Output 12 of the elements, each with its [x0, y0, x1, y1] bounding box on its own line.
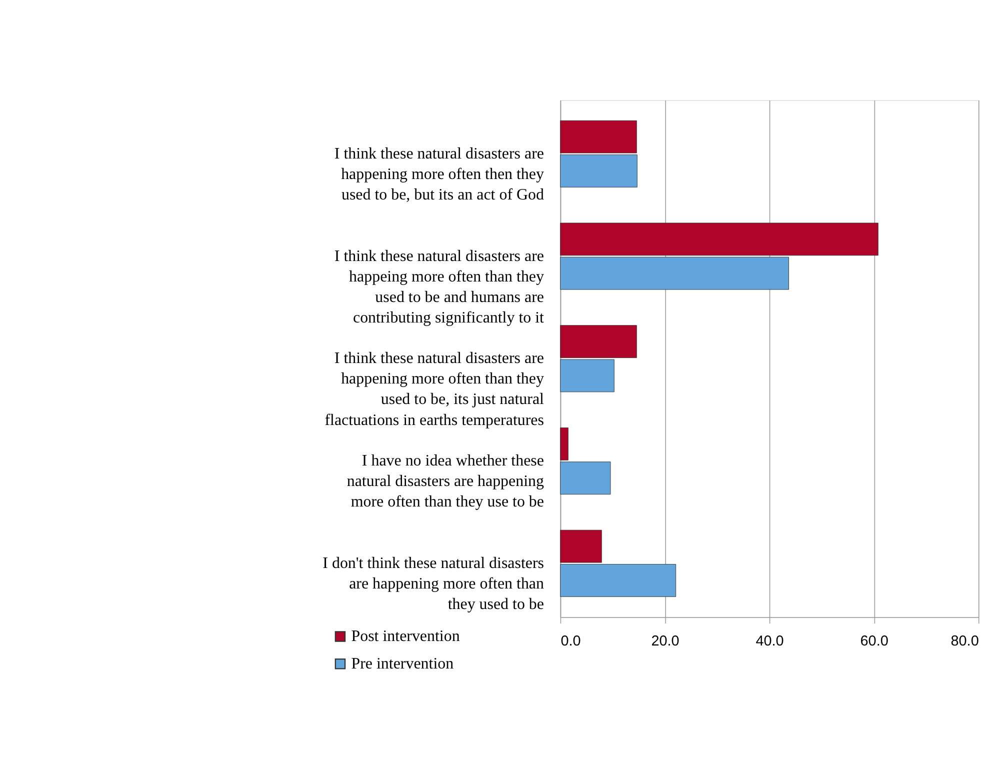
y-tick-label: I think these natural disasters are happening more often then they used to be, but its an act of God	[334, 145, 544, 204]
y-tick-label: I think these natural disasters are happening more often than they used to be, its just natural flactuations in earths temperatures	[324, 350, 545, 429]
x-tick-label: 60.0	[860, 634, 888, 650]
y-tick-label: I don't think these natural disasters are happening more often than they used to be	[322, 554, 544, 613]
legend-label: Post intervention	[351, 628, 460, 646]
x-tick-label: 0.0	[560, 634, 581, 650]
x-tick-label: 80.0	[950, 634, 979, 650]
y-tick-label: I think these natural disasters are happeing more often than they used to be and humans are contributing significantly to it	[334, 248, 545, 326]
x-tick-label: 40.0	[756, 634, 784, 650]
x-tick-label: 20.0	[651, 634, 680, 650]
legend-label: Pre intervention	[351, 655, 454, 672]
y-tick-label: I have no idea whether these natural disasters are happening more often than they use to be	[346, 452, 544, 511]
